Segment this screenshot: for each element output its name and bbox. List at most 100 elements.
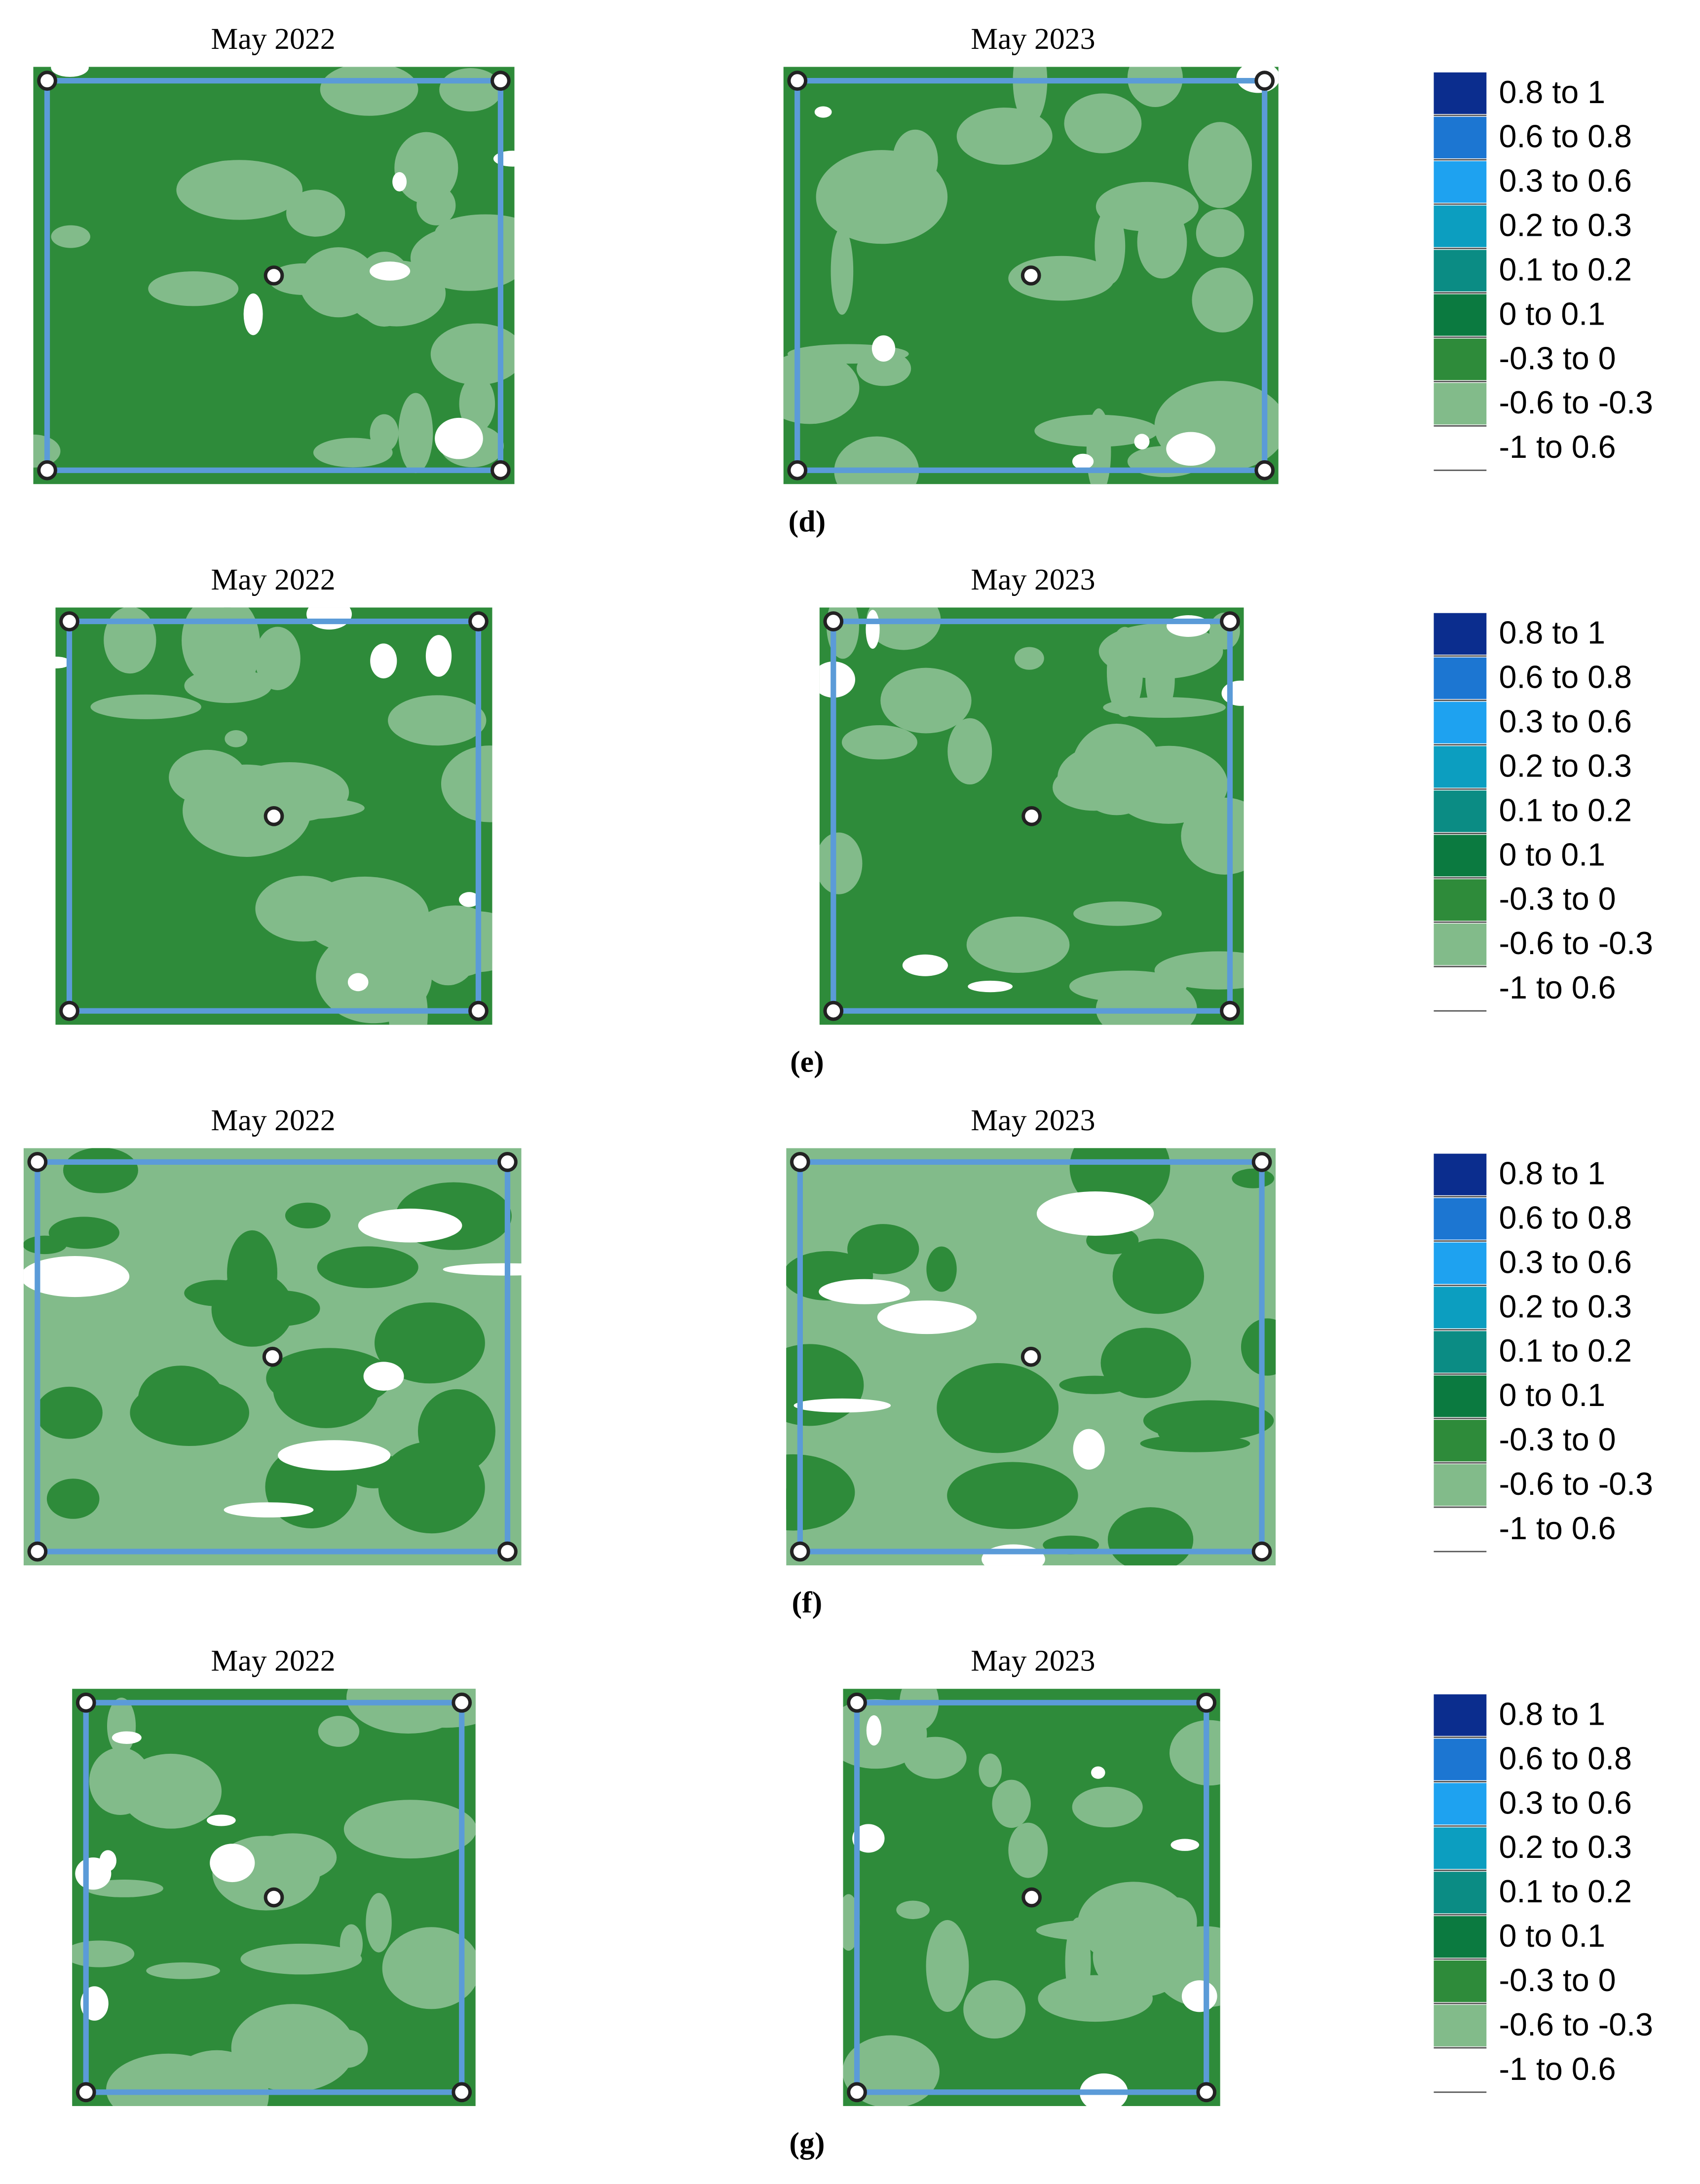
map-patch <box>966 916 1070 973</box>
map-patch <box>1072 1786 1143 1828</box>
legend-label: 0 to 0.1 <box>1499 1918 1606 1954</box>
legend-label: -0.6 to -0.3 <box>1499 2007 1653 2042</box>
map-patch <box>866 1715 882 1746</box>
map-patch <box>316 929 432 1024</box>
legend-label: 0.8 to 1 <box>1499 1156 1606 1191</box>
legend-swatch <box>1434 116 1487 158</box>
plot-outline <box>83 1700 465 2095</box>
map-patch <box>435 214 515 251</box>
map-patch <box>1034 414 1159 447</box>
map-patch <box>1112 1238 1205 1314</box>
map-patch <box>1053 764 1135 811</box>
legend-label: 0.2 to 0.3 <box>1499 208 1632 243</box>
map-patch <box>1188 122 1252 208</box>
marker <box>1021 806 1042 826</box>
marker <box>27 1152 48 1172</box>
map-patch <box>392 172 407 192</box>
marker <box>1254 460 1275 481</box>
map-patch <box>273 1350 379 1428</box>
marker <box>264 1887 284 1908</box>
legend-swatch <box>1434 924 1487 965</box>
marker <box>823 1000 844 1021</box>
map-title: May 2022 <box>211 22 335 56</box>
map <box>819 607 1244 1025</box>
map-patch <box>382 1689 476 1728</box>
legend-swatch <box>1434 72 1487 114</box>
map-patch <box>425 635 452 677</box>
marker <box>787 460 808 481</box>
legend-swatch <box>1434 250 1487 292</box>
legend-swatch <box>1434 294 1487 336</box>
map-patch <box>317 1246 418 1289</box>
legend-swatch <box>1434 1420 1487 1462</box>
map-patch <box>286 189 345 237</box>
legend-swatch <box>1434 161 1487 203</box>
plot-outline <box>35 1159 511 1555</box>
map-patch <box>1171 1839 1199 1851</box>
legend-swatch <box>1434 1287 1487 1329</box>
legend-label: 0.8 to 1 <box>1499 1696 1606 1732</box>
legend-label: -1 to 0.6 <box>1499 1511 1616 1546</box>
marker <box>264 806 284 826</box>
map-patch <box>301 876 429 955</box>
map-title: May 2022 <box>211 563 335 596</box>
map-patch <box>866 610 880 649</box>
map-patch <box>819 1279 910 1304</box>
map-patch <box>904 1737 967 1779</box>
plot-outline <box>797 1159 1265 1555</box>
plot-outline <box>854 1700 1209 2095</box>
map-patch <box>130 1379 249 1446</box>
map-title: May 2023 <box>971 22 1095 56</box>
map-patch <box>46 1479 100 1519</box>
map-patch <box>1196 209 1245 258</box>
map-patch <box>1134 434 1150 450</box>
legend-label: 0.3 to 0.6 <box>1499 704 1632 740</box>
map-patch <box>1036 1191 1154 1236</box>
map-patch <box>432 1457 477 1518</box>
map-patch <box>856 351 911 386</box>
map-patch <box>107 1698 136 1755</box>
map-patch <box>340 1924 363 1964</box>
marker <box>790 1152 810 1172</box>
legend-swatch <box>1434 790 1487 832</box>
map-patch <box>852 1824 885 1853</box>
legend-label: -1 to 0.6 <box>1499 2051 1616 2087</box>
map-patch <box>306 607 352 630</box>
marker <box>76 1692 96 1713</box>
map-patch <box>1059 1375 1131 1394</box>
map-patch <box>1107 1507 1194 1566</box>
map-patch <box>231 2004 355 2092</box>
map-title: May 2022 <box>211 1644 335 1678</box>
map-patch <box>51 225 90 248</box>
legend-swatch <box>1434 1694 1487 1736</box>
map-patch <box>224 1502 314 1518</box>
map-patch <box>816 150 948 244</box>
marker <box>262 1346 283 1367</box>
legend-label: 0.3 to 0.6 <box>1499 1785 1632 1820</box>
map-patch <box>430 323 515 385</box>
map-patch <box>877 1300 977 1334</box>
legend-swatch <box>1434 1508 1487 1551</box>
map-patch <box>36 1386 103 1439</box>
map <box>23 1148 522 1566</box>
legend-label: -1 to 0.6 <box>1499 429 1616 465</box>
map-patch <box>793 1398 891 1413</box>
map-patch <box>104 607 156 674</box>
legend-label: 0.3 to 0.6 <box>1499 163 1632 199</box>
legend-swatch <box>1434 338 1487 380</box>
map-patch <box>819 832 863 894</box>
legend-swatch <box>1434 427 1487 469</box>
legend-label: -0.3 to 0 <box>1499 1962 1616 1998</box>
map-patch <box>435 417 483 459</box>
legend-label: 0.2 to 0.3 <box>1499 1829 1632 1865</box>
map-patch <box>956 108 1053 165</box>
marker <box>790 1541 810 1562</box>
map-patch <box>23 1256 130 1297</box>
map-title: May 2023 <box>971 563 1095 596</box>
legend-label: 0.2 to 0.3 <box>1499 748 1632 783</box>
map-patch <box>992 1779 1031 1828</box>
map-patch <box>979 1753 1002 1787</box>
map-patch <box>55 656 71 668</box>
map-patch <box>370 643 397 679</box>
